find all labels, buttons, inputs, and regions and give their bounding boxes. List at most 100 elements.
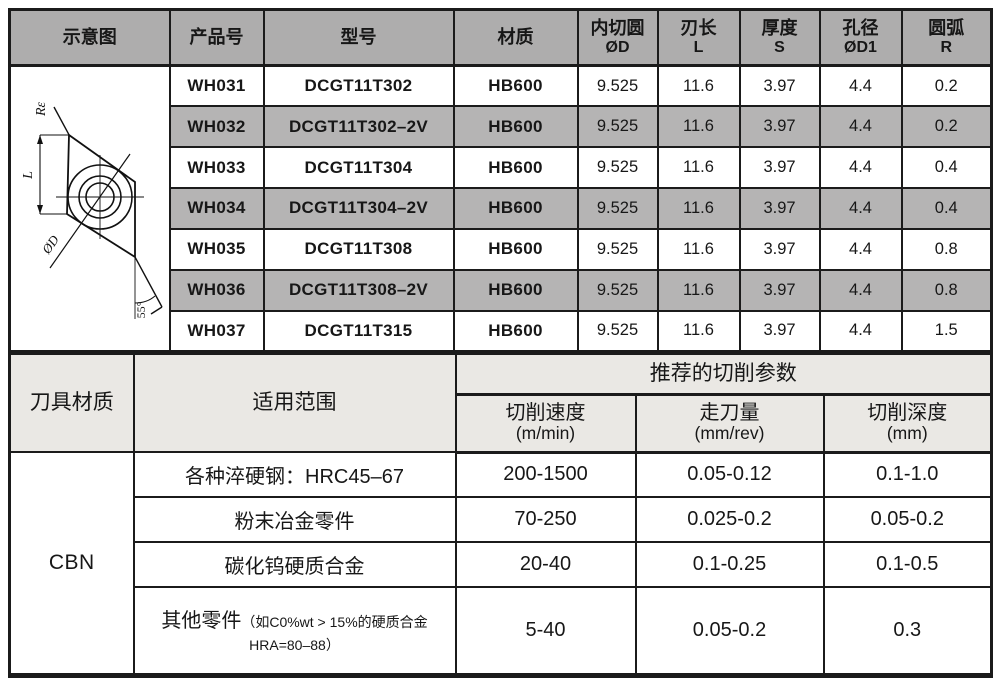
cell-edge-length: 11.6 — [656, 64, 741, 108]
arrowhead-up-icon — [36, 135, 43, 144]
product-row: WH035 DCGT11T308 HB600 9.525 11.6 3.97 4… — [10, 227, 993, 271]
cell-corner-radius: 0.2 — [900, 64, 993, 108]
col-header-model: 型号 — [262, 8, 455, 67]
cell-application: 碳化钨硬质合金 — [132, 541, 457, 588]
cell-model: DCGT11T304–2V — [262, 187, 455, 230]
col-header-schematic: 示意图 — [8, 8, 171, 67]
cell-depth: 0.1-1.0 — [822, 451, 993, 498]
product-row: WH032 DCGT11T302–2V HB600 9.525 11.6 3.9… — [10, 105, 993, 149]
cell-product-no: WH034 — [168, 187, 265, 230]
cell-edge-length: 11.6 — [656, 309, 741, 353]
params-row: 粉末冶金零件 70-250 0.025-0.2 0.05-0.2 — [10, 496, 993, 543]
cell-product-no: WH032 — [168, 105, 265, 149]
cell-hole-diameter: 4.4 — [818, 268, 903, 312]
insert-drawing-icon: Rε L ØD 55° — [21, 101, 163, 319]
angle-label: 55° — [134, 301, 148, 318]
cell-corner-radius: 0.8 — [900, 268, 993, 312]
cell-model: DCGT11T308 — [262, 227, 455, 271]
cell-edge-length: 11.6 — [656, 268, 741, 312]
product-row: WH034 DCGT11T304–2V HB600 9.525 11.6 3.9… — [10, 187, 993, 230]
insert-schematic-drawing: Rε L ØD 55° — [8, 64, 171, 353]
cell-hole-diameter: 4.4 — [818, 105, 903, 149]
arrowhead-down-icon — [36, 205, 43, 214]
cell-product-no: WH031 — [168, 64, 265, 108]
cell-product-no: WH035 — [168, 227, 265, 271]
recommended-params-header: 推荐的切削参数 — [454, 353, 993, 396]
cell-hole-diameter: 4.4 — [818, 309, 903, 353]
cell-feed: 0.05-0.2 — [634, 586, 825, 676]
cell-product-no: WH033 — [168, 146, 265, 190]
cell-hole-diameter: 4.4 — [818, 227, 903, 271]
product-spec-table: 示意图 产品号 型号 材质 内切圆 ØD 刃长 L 厚度 S 孔径 ØD1 圆弧 — [8, 8, 993, 353]
feed-rate-header: 走刀量 (mm/rev) — [634, 393, 825, 454]
cell-hole-diameter: 4.4 — [818, 64, 903, 108]
col-header-corner-radius: 圆弧 R — [900, 8, 993, 67]
cell-application: 各种淬硬钢：HRC45–67 — [132, 451, 457, 498]
product-row: WH036 DCGT11T308–2V HB600 9.525 11.6 3.9… — [10, 268, 993, 312]
tool-material-header: 刀具材质 — [8, 353, 135, 453]
cell-inscribed-circle: 9.525 — [576, 187, 659, 230]
inscribed-circle-line — [49, 153, 131, 269]
cell-corner-radius: 0.8 — [900, 227, 993, 271]
cell-application: 粉末冶金零件 — [132, 496, 457, 543]
cell-hole-diameter: 4.4 — [818, 187, 903, 230]
cutting-depth-header: 切削深度 (mm) — [822, 393, 993, 454]
cell-feed: 0.05-0.12 — [634, 451, 825, 498]
cell-model: DCGT11T302–2V — [262, 105, 455, 149]
application-note-text: （如C0%wt > 15%的硬质合金HRA=80–88） — [241, 614, 428, 654]
cutting-parameters-table: 刀具材质 适用范围 推荐的切削参数 切削速度 (m/min) 走刀量 (mm/r… — [8, 353, 994, 678]
cell-corner-radius: 0.4 — [900, 187, 993, 230]
cell-model: DCGT11T304 — [262, 146, 455, 190]
cell-thickness: 3.97 — [738, 146, 821, 190]
cell-feed: 0.025-0.2 — [634, 496, 825, 543]
cell-inscribed-circle: 9.525 — [576, 309, 659, 353]
angle-arc — [134, 295, 156, 304]
cell-material: HB600 — [452, 309, 579, 353]
corner-radius-label: Rε — [34, 101, 49, 117]
cell-edge-length: 11.6 — [656, 227, 741, 271]
catalog-page: 示意图 产品号 型号 材质 内切圆 ØD 刃长 L 厚度 S 孔径 ØD1 圆弧 — [0, 8, 1000, 683]
col-header-product-no: 产品号 — [168, 8, 265, 67]
cell-corner-radius: 0.2 — [900, 105, 993, 149]
cell-inscribed-circle: 9.525 — [576, 146, 659, 190]
col-header-thickness: 厚度 S — [738, 8, 821, 67]
cell-thickness: 3.97 — [738, 227, 821, 271]
params-header-row-2: 切削速度 (m/min) 走刀量 (mm/rev) 切削深度 (mm) — [10, 393, 993, 454]
leader-hook — [150, 306, 163, 315]
edge-length-label: L — [21, 171, 36, 180]
params-row: 其他零件（如C0%wt > 15%的硬质合金HRA=80–88） 5-40 0.… — [10, 586, 993, 676]
inscribed-circle-label: ØD — [38, 232, 62, 257]
cell-product-no: WH036 — [168, 268, 265, 312]
cell-material: HB600 — [452, 268, 579, 312]
cell-thickness: 3.97 — [738, 64, 821, 108]
cell-model: DCGT11T315 — [262, 309, 455, 353]
cell-material: HB600 — [452, 105, 579, 149]
cell-thickness: 3.97 — [738, 309, 821, 353]
cell-material: HB600 — [452, 227, 579, 271]
cutting-speed-header: 切削速度 (m/min) — [454, 393, 637, 454]
cell-feed: 0.1-0.25 — [634, 541, 825, 588]
col-header-edge-length: 刃长 L — [656, 8, 741, 67]
cell-edge-length: 11.6 — [656, 187, 741, 230]
cell-speed: 20-40 — [454, 541, 637, 588]
cell-model: DCGT11T308–2V — [262, 268, 455, 312]
cell-corner-radius: 1.5 — [900, 309, 993, 353]
application-main-text: 其他零件 — [161, 610, 242, 633]
cell-inscribed-circle: 9.525 — [576, 227, 659, 271]
col-header-hole-diameter: 孔径 ØD1 — [818, 8, 903, 67]
tool-material-value: CBN — [8, 451, 135, 676]
cell-thickness: 3.97 — [738, 187, 821, 230]
cell-depth: 0.3 — [822, 586, 993, 676]
params-header-row-1: 刀具材质 适用范围 推荐的切削参数 — [8, 353, 993, 453]
cell-product-no: WH037 — [168, 309, 265, 353]
params-row: 碳化钨硬质合金 20-40 0.1-0.25 0.1-0.5 — [10, 541, 993, 588]
cell-depth: 0.1-0.5 — [822, 541, 993, 588]
cell-thickness: 3.97 — [738, 268, 821, 312]
cell-speed: 5-40 — [454, 586, 637, 676]
cell-edge-length: 11.6 — [656, 146, 741, 190]
spec-header-row: 示意图 产品号 型号 材质 内切圆 ØD 刃长 L 厚度 S 孔径 ØD1 圆弧 — [8, 8, 993, 67]
cell-speed: 200-1500 — [454, 451, 637, 498]
product-row: Rε L ØD 55° WH031 DCGT11T302 HB600 9.525… — [8, 64, 993, 353]
cell-depth: 0.05-0.2 — [822, 496, 993, 543]
cell-material: HB600 — [452, 187, 579, 230]
